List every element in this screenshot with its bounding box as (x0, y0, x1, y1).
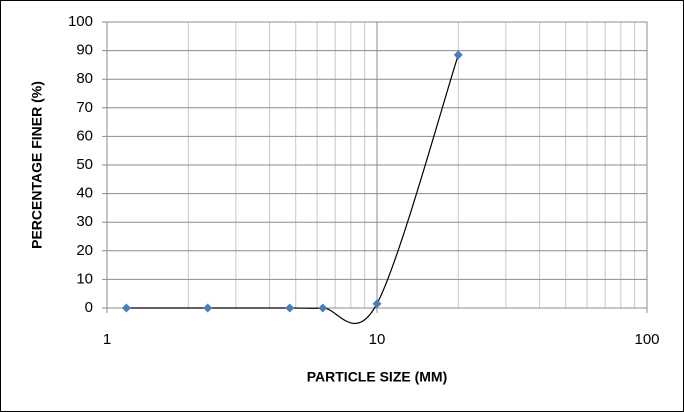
data-point (453, 50, 463, 60)
data-point (318, 303, 328, 313)
x-axis-label: PARTICLE SIZE (MM) (307, 369, 448, 385)
y-tick-label: 30 (76, 213, 93, 230)
y-tick-label: 100 (68, 13, 93, 30)
y-tick-label: 80 (76, 70, 93, 87)
data-point (285, 303, 295, 313)
data-point (372, 299, 382, 309)
y-tick-label: 70 (76, 99, 93, 116)
x-tick-label: 1 (103, 331, 111, 348)
x-tick-label: 10 (369, 331, 386, 348)
y-tick-label: 90 (76, 42, 93, 59)
y-tick-label: 50 (76, 156, 93, 173)
y-tick-label: 40 (76, 185, 93, 202)
data-point (203, 303, 213, 313)
y-axis-label: PERCENTAGE FINER (%) (29, 81, 45, 249)
y-tick-label: 60 (76, 127, 93, 144)
y-tick-label: 10 (76, 270, 93, 287)
x-tick-label: 100 (634, 331, 659, 348)
data-point (121, 303, 131, 313)
y-tick-label: 0 (85, 299, 93, 316)
y-tick-label: 20 (76, 242, 93, 259)
